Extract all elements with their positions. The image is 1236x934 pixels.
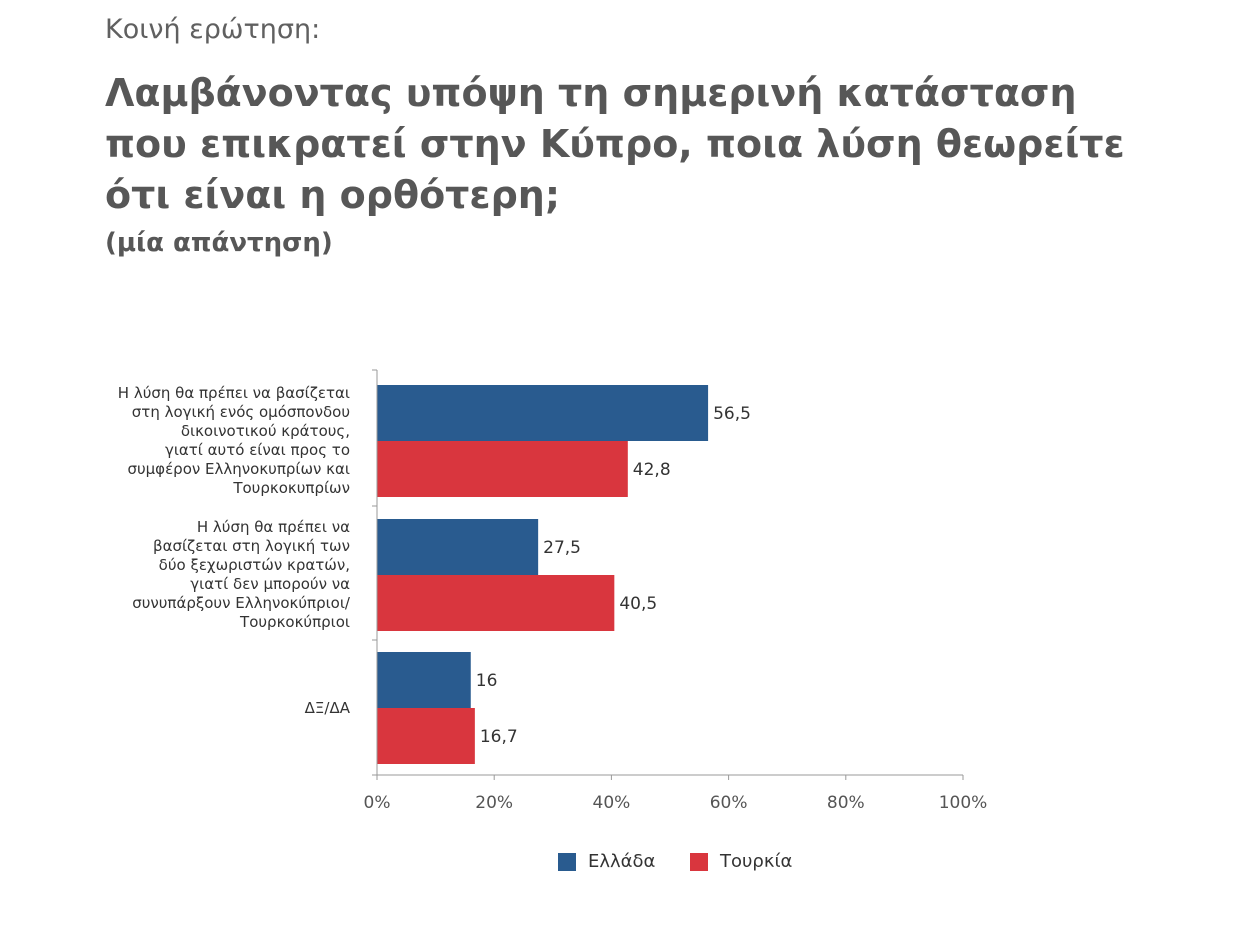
x-tick-label-4: 80% — [827, 793, 865, 813]
data-label-turkey-2: 16,7 — [480, 727, 518, 747]
category-label-line: δικοινοτικού κράτους, — [180, 422, 350, 440]
category-label-line: δύο ξεχωριστών κρατών, — [158, 556, 350, 574]
data-label-greece-2: 16 — [476, 671, 498, 691]
legend: Ελλάδα Τουρκία — [0, 851, 1236, 877]
bar-greece-1 — [377, 519, 539, 575]
category-label-0: Η λύση θα πρέπει να βασίζεται στη λογική … — [90, 384, 350, 498]
category-label-line: στη λογική ενός ομόσπονδου — [131, 403, 350, 421]
category-label-line: Τουρκοκύπριοι — [240, 613, 350, 631]
bar-turkey-2 — [377, 708, 475, 764]
category-label-2: ΔΞ/ΔΑ — [90, 699, 350, 718]
x-tick-label-2: 40% — [593, 793, 631, 813]
bar-turkey-0 — [377, 441, 628, 497]
legend-swatch-turkey — [690, 852, 708, 871]
legend-item-greece: Ελλάδα — [558, 851, 655, 872]
category-label-line: συμφέρον Ελληνοκυπρίων και — [127, 460, 350, 478]
question-kicker: Κοινή ερώτηση: — [105, 14, 321, 45]
legend-label-turkey: Τουρκία — [720, 851, 793, 872]
category-label-line: βασίζεται στη λογική των — [153, 537, 350, 555]
category-label-line: γιατί αυτό είναι προς το — [164, 441, 350, 459]
category-label-line: ΔΞ/ΔΑ — [304, 698, 350, 717]
data-label-greece-1: 27,5 — [543, 538, 581, 558]
data-label-turkey-0: 42,8 — [633, 460, 671, 480]
x-tick-label-5: 100% — [939, 793, 988, 813]
x-tick-label-3: 60% — [710, 793, 748, 813]
data-label-greece-0: 56,5 — [713, 404, 751, 424]
category-label-line: Τουρκοκυπρίων — [233, 479, 350, 497]
x-tick-label-0: 0% — [364, 793, 391, 813]
legend-item-turkey: Τουρκία — [690, 851, 792, 872]
bar-greece-0 — [377, 385, 709, 441]
chart-title: Λαμβάνοντας υπόψη τη σημερινή κατάσταση … — [105, 71, 1125, 217]
category-label-line: Η λύση θα πρέπει να — [196, 518, 350, 536]
legend-swatch-greece — [558, 852, 576, 871]
legend-label-greece: Ελλάδα — [588, 851, 656, 872]
category-label-1: Η λύση θα πρέπει να βασίζεται στη λογική … — [90, 518, 350, 632]
bar-greece-2 — [377, 652, 471, 708]
x-tick-label-1: 20% — [475, 793, 513, 813]
data-label-turkey-1: 40,5 — [619, 594, 657, 614]
category-label-line: Η λύση θα πρέπει να βασίζεται — [117, 384, 350, 402]
bar-turkey-1 — [377, 575, 615, 631]
category-label-line: γιατί δεν μπορούν να — [190, 575, 350, 593]
chart-subtitle: (μία απάντηση) — [105, 228, 333, 258]
category-label-line: συνυπάρξουν Ελληνοκύπριοι/ — [132, 594, 350, 612]
